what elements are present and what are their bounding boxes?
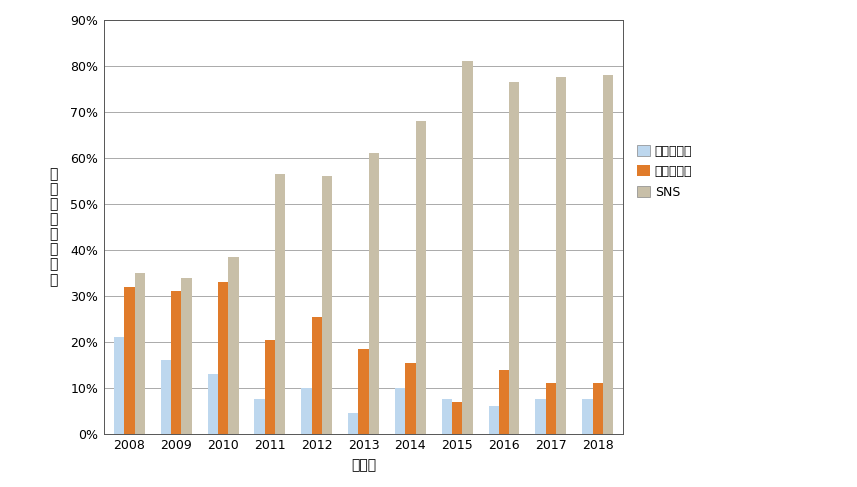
Bar: [582, 399, 592, 434]
Bar: [228, 257, 238, 434]
Bar: [265, 339, 275, 434]
Bar: [348, 413, 358, 434]
Bar: [509, 82, 519, 434]
Bar: [602, 75, 613, 434]
Legend: ウェブ検索, 電子商取引, SNS: ウェブ検索, 電子商取引, SNS: [635, 142, 695, 201]
Bar: [592, 383, 602, 434]
Bar: [405, 363, 416, 434]
Bar: [182, 278, 192, 434]
Bar: [161, 360, 171, 434]
Bar: [462, 61, 473, 434]
Bar: [369, 153, 379, 434]
Bar: [556, 77, 566, 434]
Bar: [488, 406, 499, 434]
Bar: [452, 402, 462, 434]
Bar: [302, 388, 312, 434]
Bar: [255, 399, 265, 434]
X-axis label: 発行年: 発行年: [351, 458, 376, 472]
Bar: [441, 399, 452, 434]
Bar: [499, 370, 509, 434]
Bar: [218, 282, 228, 434]
Bar: [207, 374, 218, 434]
Bar: [114, 337, 124, 434]
Y-axis label: 論
文
発
表
件
数
比
率: 論 文 発 表 件 数 比 率: [50, 167, 57, 287]
Bar: [358, 349, 369, 434]
Bar: [322, 176, 333, 434]
Bar: [135, 273, 145, 434]
Bar: [312, 317, 322, 434]
Bar: [416, 121, 426, 434]
Bar: [546, 383, 556, 434]
Bar: [395, 388, 405, 434]
Bar: [275, 174, 285, 434]
Bar: [171, 291, 182, 434]
Bar: [536, 399, 546, 434]
Bar: [124, 287, 135, 434]
